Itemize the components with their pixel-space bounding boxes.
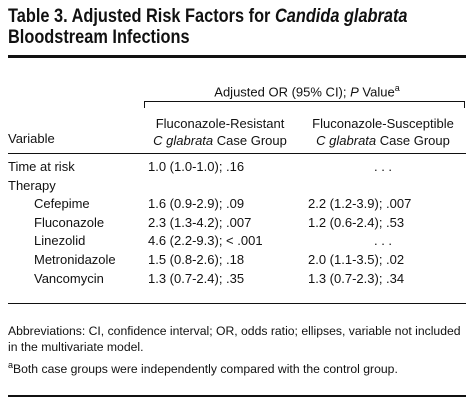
row-susceptible-value: . . . — [373, 159, 393, 174]
column-header-resistant: Fluconazole-Resistant C glabrata Case Gr… — [140, 115, 300, 149]
row-susceptible-value: 1.2 (0.6-2.4); .53 — [308, 214, 405, 230]
footnote-a: aBoth case groups were independently com… — [8, 357, 466, 377]
spanning-header-p: P — [350, 84, 359, 100]
column-header-resistant-line1: Fluconazole-Resistant — [155, 116, 285, 131]
row-resistant-value: 4.6 (2.2-9.3); < .001 — [148, 233, 263, 249]
footnote-abbreviations: Abbreviations: CI, confidence interval; … — [8, 324, 461, 354]
footnote-a-text: Both case groups were independently comp… — [13, 362, 398, 377]
row-resistant-value: 1.0 (1.0-1.0); .16 — [148, 159, 245, 174]
header-rule — [8, 153, 466, 154]
bottom-rule — [8, 395, 466, 397]
column-header-susceptible: Fluconazole-Susceptible C glabrata Case … — [300, 115, 466, 149]
row-variable: Fluconazole — [34, 214, 105, 230]
row-variable: Metronidazole — [34, 252, 116, 267]
row-variable: Cefepime — [34, 196, 90, 212]
column-header-susceptible-organism: C glabrata — [316, 133, 377, 148]
row-variable: Linezolid — [34, 233, 86, 249]
row-susceptible-value: . . . — [373, 233, 393, 249]
column-header-susceptible-rest: Case Group — [376, 133, 450, 148]
table-title-line2: Bloodstream Infections — [8, 27, 190, 48]
column-header-variable: Variable — [8, 131, 55, 146]
row-resistant-value: 1.5 (0.8-2.6); .18 — [148, 252, 245, 267]
row-susceptible-value: 2.0 (1.1-3.5); .02 — [308, 252, 405, 267]
table-title: Table 3. Adjusted Risk Factors for Candi… — [8, 6, 408, 48]
footnote-mark: a — [394, 83, 400, 93]
column-header-resistant-line2: C glabrata Case Group — [140, 132, 300, 149]
spanning-header: Adjusted OR (95% CI); P Valuea — [148, 83, 466, 99]
row-variable: Vancomycin — [34, 270, 104, 286]
footnote-a-mark: a — [8, 360, 14, 370]
row-susceptible-value: 1.3 (0.7-2.3); .34 — [308, 270, 405, 286]
column-header-susceptible-line2: C glabrata Case Group — [300, 132, 466, 149]
column-header-resistant-rest: Case Group — [213, 133, 287, 148]
column-header-susceptible-line1: Fluconazole-Susceptible — [312, 116, 454, 131]
column-header-resistant-organism: C glabrata — [153, 133, 214, 148]
table-title-organism: Candida glabrata — [274, 6, 408, 27]
row-resistant-value: 2.3 (1.3-4.2); .007 — [148, 214, 252, 230]
row-variable: Therapy — [8, 177, 56, 193]
spanning-header-value: Value — [358, 84, 395, 100]
table-title-prefix: Table 3. Adjusted Risk Factors for — [8, 6, 275, 27]
row-variable: Time at risk — [8, 159, 75, 174]
row-resistant-value: 1.6 (0.9-2.9); .09 — [148, 196, 245, 212]
row-susceptible-value: 2.2 (1.2-3.9); .007 — [308, 196, 412, 212]
title-rule — [8, 55, 466, 58]
table-bottom-rule — [8, 303, 466, 304]
spanning-header-bracket — [144, 101, 465, 108]
spanning-header-text: Adjusted OR (95% CI); — [214, 84, 351, 100]
row-resistant-value: 1.3 (0.7-2.4); .35 — [148, 270, 245, 286]
